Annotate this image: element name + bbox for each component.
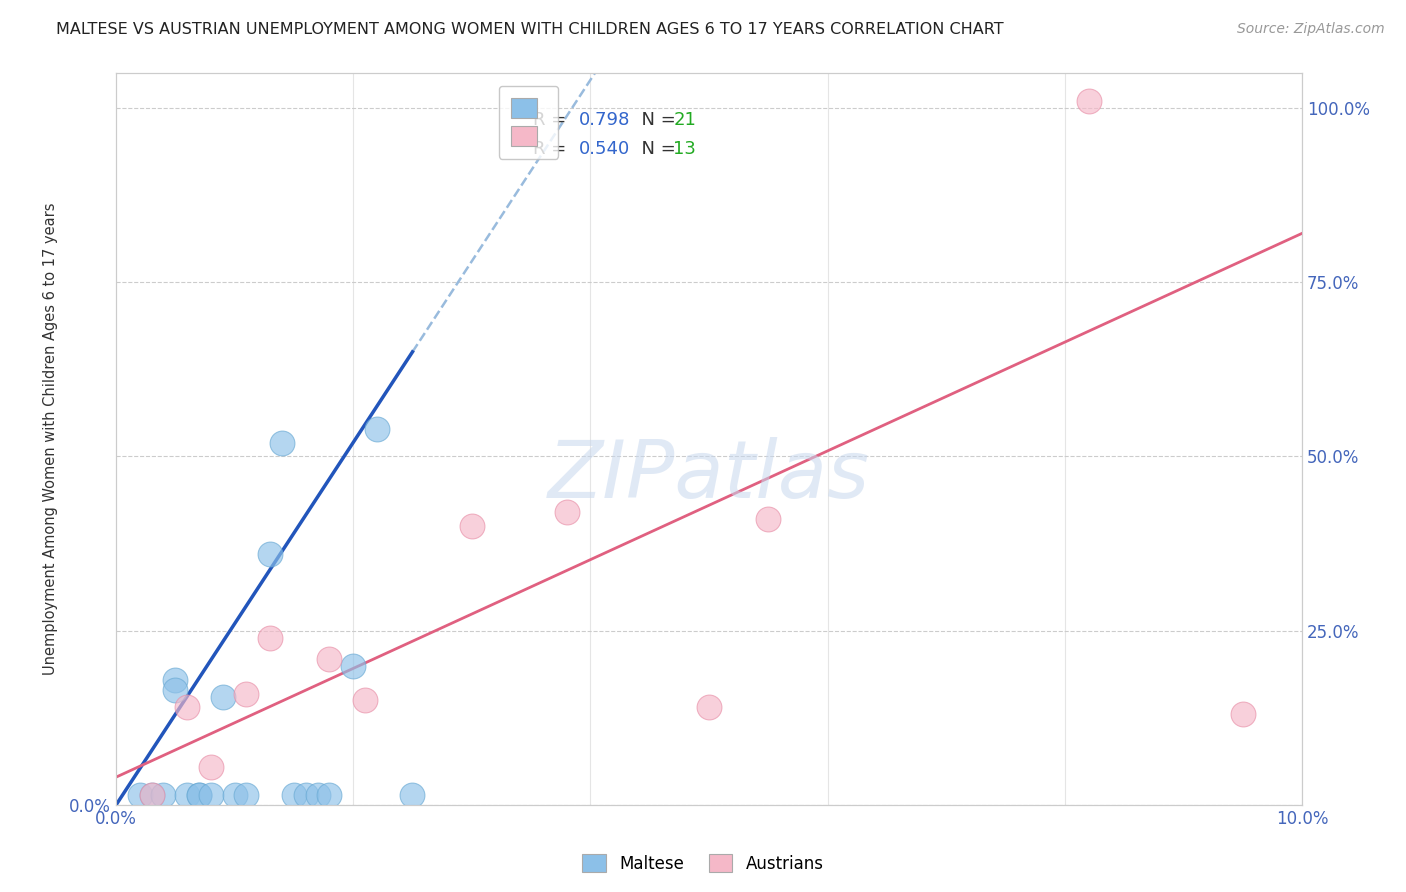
Point xyxy=(354,693,377,707)
Point xyxy=(697,700,720,714)
Point xyxy=(188,788,211,802)
Text: MALTESE VS AUSTRIAN UNEMPLOYMENT AMONG WOMEN WITH CHILDREN AGES 6 TO 17 YEARS CO: MALTESE VS AUSTRIAN UNEMPLOYMENT AMONG W… xyxy=(56,22,1004,37)
Point xyxy=(141,788,163,802)
Point xyxy=(176,788,198,802)
Point xyxy=(307,788,329,802)
Point xyxy=(461,519,484,533)
Y-axis label: Unemployment Among Women with Children Ages 6 to 17 years: Unemployment Among Women with Children A… xyxy=(44,202,58,675)
Point xyxy=(141,788,163,802)
Point xyxy=(271,435,294,450)
Point xyxy=(235,686,257,700)
Point xyxy=(200,788,222,802)
Point xyxy=(756,512,779,526)
Point xyxy=(128,788,150,802)
Point xyxy=(318,651,340,665)
Point xyxy=(283,788,305,802)
Point xyxy=(224,788,246,802)
Legend: Maltese, Austrians: Maltese, Austrians xyxy=(575,847,831,880)
Point xyxy=(342,658,364,673)
Point xyxy=(200,760,222,774)
Text: 0.798: 0.798 xyxy=(578,111,630,128)
Point xyxy=(1232,707,1254,722)
Point xyxy=(152,788,174,802)
Text: N =: N = xyxy=(630,140,681,158)
Point xyxy=(188,788,211,802)
Text: ZIPatlas: ZIPatlas xyxy=(548,437,870,515)
Point xyxy=(294,788,316,802)
Text: 21: 21 xyxy=(673,111,696,128)
Text: R =: R = xyxy=(533,140,572,158)
Point xyxy=(176,700,198,714)
Text: Source: ZipAtlas.com: Source: ZipAtlas.com xyxy=(1237,22,1385,37)
Text: 13: 13 xyxy=(673,140,696,158)
Point xyxy=(259,547,281,561)
Point xyxy=(555,505,578,519)
Text: N =: N = xyxy=(630,111,681,128)
Point xyxy=(366,421,388,435)
Point xyxy=(1077,94,1099,108)
Point xyxy=(259,631,281,645)
Point xyxy=(401,788,423,802)
Point xyxy=(165,683,187,698)
Point xyxy=(211,690,233,704)
Legend: , : , xyxy=(499,86,558,159)
Point xyxy=(318,788,340,802)
Text: 0.540: 0.540 xyxy=(578,140,630,158)
Text: R =: R = xyxy=(533,111,572,128)
Point xyxy=(235,788,257,802)
Point xyxy=(165,673,187,687)
